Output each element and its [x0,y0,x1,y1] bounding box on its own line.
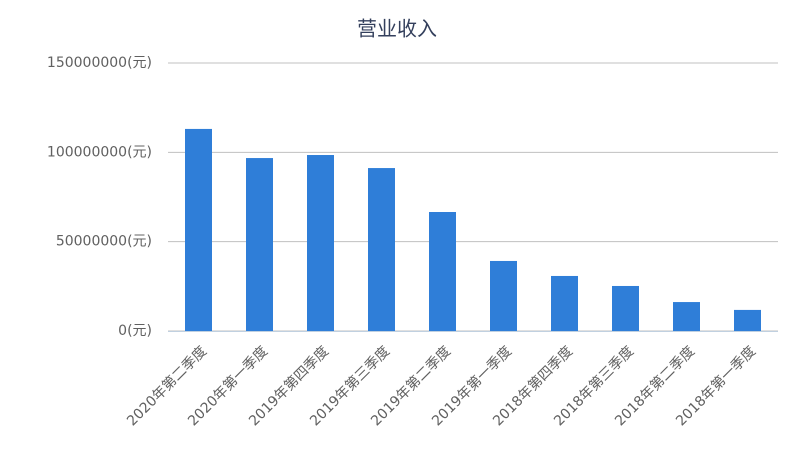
y-tick-label: 0(元) [118,323,152,339]
bar [490,260,517,331]
y-tick-label: 150000000(元) [47,55,152,71]
chart-title: 营业收入 [357,17,437,41]
bar [429,212,456,331]
bar [673,302,700,331]
bar [551,275,578,331]
bar [734,309,761,331]
y-tick-label: 50000000(元) [56,234,152,250]
bar [246,158,273,331]
bar [368,168,395,331]
bar [612,285,639,331]
bar [307,155,334,331]
y-tick-label: 100000000(元) [47,144,152,160]
bar [185,128,212,331]
